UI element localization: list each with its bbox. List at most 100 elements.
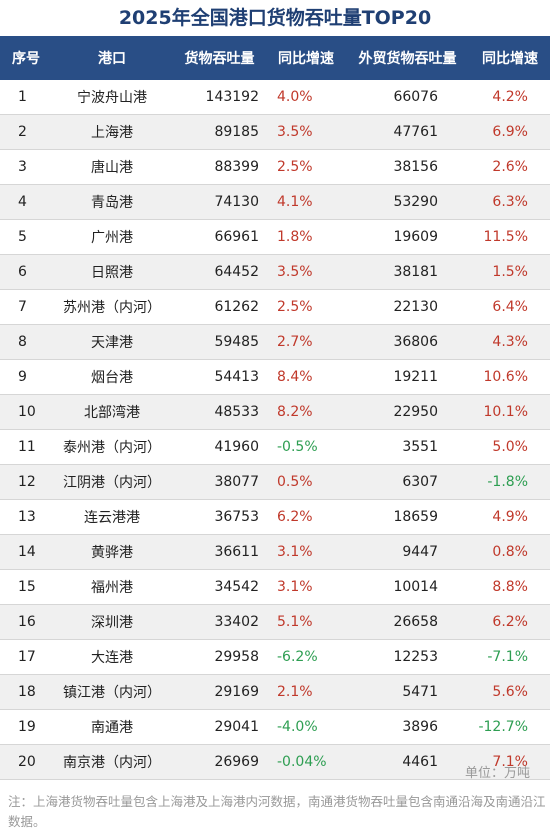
cell-throughput: 36753 [172, 499, 267, 535]
cell-foreign-growth: 4.9% [470, 499, 550, 535]
cell-rank: 10 [0, 394, 52, 430]
cell-foreign-throughput: 36806 [345, 324, 470, 360]
cell-rank: 2 [0, 114, 52, 150]
cell-foreign-growth: 5.0% [470, 429, 550, 465]
cell-throughput: 143192 [172, 80, 267, 115]
port-throughput-table: 序号 港口 货物吞吐量 同比增速 外贸货物吞吐量 同比增速 1 宁波舟山港 1431… [0, 36, 550, 780]
cell-throughput: 61262 [172, 289, 267, 325]
cell-throughput: 48533 [172, 394, 267, 430]
cell-foreign-throughput: 19609 [345, 219, 470, 255]
table-row: 20 南京港（内河） 26969 -0.04% 4461 7.1% [0, 744, 550, 780]
table-row: 1 宁波舟山港 143192 4.0% 66076 4.2% [0, 80, 550, 115]
cell-foreign-throughput: 3896 [345, 709, 470, 745]
cell-throughput: 38077 [172, 464, 267, 500]
cell-throughput: 66961 [172, 219, 267, 255]
cell-foreign-growth: 11.5% [470, 219, 550, 255]
cell-port: 苏州港（内河） [52, 289, 172, 325]
page-title: 2025年全国港口货物吞吐量TOP20 [118, 7, 432, 29]
cell-growth: -4.0% [267, 709, 345, 745]
table-row: 9 烟台港 54413 8.4% 19211 10.6% [0, 359, 550, 395]
unit-label: 单位：万吨 [464, 766, 530, 781]
cell-foreign-growth: -7.1% [470, 639, 550, 675]
cell-growth: 8.4% [267, 359, 345, 395]
cell-port: 黄骅港 [52, 534, 172, 570]
cell-growth: 1.8% [267, 219, 345, 255]
cell-throughput: 89185 [172, 114, 267, 150]
table-row: 17 大连港 29958 -6.2% 12253 -7.1% [0, 639, 550, 675]
cell-throughput: 36611 [172, 534, 267, 570]
cell-growth: -6.2% [267, 639, 345, 675]
table-row: 12 江阴港（内河） 38077 0.5% 6307 -1.8% [0, 464, 550, 500]
cell-port: 泰州港（内河） [52, 429, 172, 465]
cell-foreign-throughput: 22130 [345, 289, 470, 325]
cell-foreign-growth: 6.2% [470, 604, 550, 640]
table-row: 7 苏州港（内河） 61262 2.5% 22130 6.4% [0, 289, 550, 325]
cell-rank: 18 [0, 674, 52, 710]
table-row: 5 广州港 66961 1.8% 19609 11.5% [0, 219, 550, 255]
cell-growth: -0.04% [267, 744, 345, 780]
cell-port: 北部湾港 [52, 394, 172, 430]
cell-foreign-throughput: 22950 [345, 394, 470, 430]
cell-growth: -0.5% [267, 429, 345, 465]
cell-throughput: 64452 [172, 254, 267, 290]
cell-rank: 9 [0, 359, 52, 395]
cell-foreign-growth: 8.8% [470, 569, 550, 605]
cell-rank: 6 [0, 254, 52, 290]
cell-foreign-growth: 6.3% [470, 184, 550, 220]
cell-foreign-growth: 0.8% [470, 534, 550, 570]
table-row: 3 唐山港 88399 2.5% 38156 2.6% [0, 149, 550, 185]
cell-port: 南京港（内河） [52, 744, 172, 780]
cell-foreign-throughput: 9447 [345, 534, 470, 570]
cell-foreign-growth: 1.5% [470, 254, 550, 290]
cell-rank: 20 [0, 744, 52, 780]
cell-rank: 16 [0, 604, 52, 640]
cell-growth: 2.7% [267, 324, 345, 360]
cell-throughput: 33402 [172, 604, 267, 640]
cell-growth: 6.2% [267, 499, 345, 535]
cell-foreign-growth: 4.2% [470, 80, 550, 115]
cell-foreign-growth: 5.6% [470, 674, 550, 710]
cell-throughput: 74130 [172, 184, 267, 220]
cell-rank: 12 [0, 464, 52, 500]
cell-rank: 3 [0, 149, 52, 185]
cell-foreign-growth: 10.6% [470, 359, 550, 395]
cell-rank: 15 [0, 569, 52, 605]
cell-rank: 19 [0, 709, 52, 745]
header-foreign-throughput: 外贸货物吞吐量 [358, 51, 457, 67]
cell-throughput: 88399 [172, 149, 267, 185]
cell-foreign-throughput: 12253 [345, 639, 470, 675]
cell-growth: 3.5% [267, 254, 345, 290]
cell-throughput: 34542 [172, 569, 267, 605]
cell-throughput: 29169 [172, 674, 267, 710]
cell-port: 南通港 [52, 709, 172, 745]
cell-foreign-throughput: 6307 [345, 464, 470, 500]
cell-foreign-throughput: 5471 [345, 674, 470, 710]
cell-foreign-growth: -12.7% [470, 709, 550, 745]
cell-port: 天津港 [52, 324, 172, 360]
cell-foreign-growth: 10.1% [470, 394, 550, 430]
cell-growth: 2.1% [267, 674, 345, 710]
cell-port: 福州港 [52, 569, 172, 605]
footnote: 注：上海港货物吞吐量包含上海港及上海港内河数据，南通港货物吞吐量包含南通沿海及南… [8, 794, 546, 829]
cell-rank: 5 [0, 219, 52, 255]
cell-growth: 8.2% [267, 394, 345, 430]
cell-growth: 3.1% [267, 569, 345, 605]
cell-port: 青岛港 [52, 184, 172, 220]
header-rank: 序号 [12, 51, 40, 67]
cell-foreign-growth: 7.1% [470, 744, 550, 780]
cell-foreign-throughput: 10014 [345, 569, 470, 605]
header-growth: 同比增速 [278, 51, 334, 67]
cell-growth: 2.5% [267, 289, 345, 325]
cell-port: 连云港港 [52, 499, 172, 535]
cell-throughput: 26969 [172, 744, 267, 780]
cell-growth: 3.5% [267, 114, 345, 150]
cell-port: 江阴港（内河） [52, 464, 172, 500]
cell-foreign-throughput: 53290 [345, 184, 470, 220]
cell-growth: 2.5% [267, 149, 345, 185]
table-row: 15 福州港 34542 3.1% 10014 8.8% [0, 569, 550, 605]
cell-foreign-throughput: 19211 [345, 359, 470, 395]
cell-foreign-growth: 6.4% [470, 289, 550, 325]
cell-foreign-throughput: 38181 [345, 254, 470, 290]
cell-port: 深圳港 [52, 604, 172, 640]
table-row: 11 泰州港（内河） 41960 -0.5% 3551 5.0% [0, 429, 550, 465]
